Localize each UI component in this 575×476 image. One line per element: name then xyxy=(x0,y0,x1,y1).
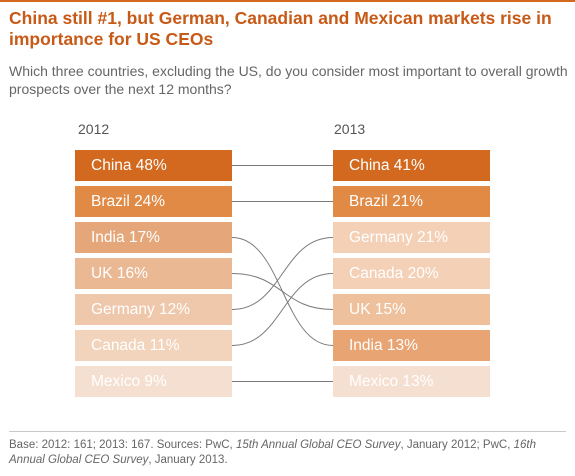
footer-divider xyxy=(9,431,566,432)
rank-block-2012-brazil: Brazil 24% xyxy=(75,186,232,217)
rank-label: Germany 12% xyxy=(91,301,191,318)
rank-block-2013-germany: Germany 21% xyxy=(333,222,490,253)
connector-germany xyxy=(231,237,334,310)
rank-label: Canada 11% xyxy=(91,337,180,354)
rank-label: Brazil 24% xyxy=(91,193,166,210)
rank-block-2012-india: India 17% xyxy=(75,222,232,253)
footer-suffix: , January 2013. xyxy=(148,454,228,466)
rank-label: Brazil 21% xyxy=(349,193,424,210)
year-label-2013: 2013 xyxy=(334,121,366,137)
footer-note: Base: 2012: 161; 2013: 167. Sources: PwC… xyxy=(9,438,571,468)
rank-label: India 13% xyxy=(349,337,418,354)
chart-title: China still #1, but German, Canadian and… xyxy=(9,8,552,49)
rank-block-2013-canada: Canada 20% xyxy=(333,258,490,289)
connector-uk xyxy=(231,273,334,310)
rank-label: India 17% xyxy=(91,229,160,246)
top-rule xyxy=(0,0,575,2)
rank-block-2013-uk: UK 15% xyxy=(333,294,490,325)
footer-prefix: Base: 2012: 161; 2013: 167. Sources: PwC… xyxy=(9,439,236,451)
rank-block-2012-germany: Germany 12% xyxy=(75,294,232,325)
rank-label: Mexico 13% xyxy=(349,373,434,390)
rank-block-2012-uk: UK 16% xyxy=(75,258,232,289)
rank-block-2013-brazil: Brazil 21% xyxy=(333,186,490,217)
rank-block-2013-india: India 13% xyxy=(333,330,490,361)
footer-source-2012: 15th Annual Global CEO Survey xyxy=(235,439,401,451)
rank-label: Mexico 9% xyxy=(91,373,167,390)
rank-label: China 48% xyxy=(91,157,167,174)
rank-block-2012-china: China 48% xyxy=(75,150,232,181)
rank-block-2013-china: China 41% xyxy=(333,150,490,181)
rank-label: UK 16% xyxy=(91,265,148,282)
rank-label: UK 15% xyxy=(349,301,406,318)
footer-source-2013: 16th Annual Global CEO Survey xyxy=(9,439,536,466)
rank-block-2012-canada: Canada 11% xyxy=(75,330,232,361)
rank-label: Germany 21% xyxy=(349,229,449,246)
rank-label: China 41% xyxy=(349,157,425,174)
year-label-2012: 2012 xyxy=(78,121,110,137)
rank-block-2013-mexico: Mexico 13% xyxy=(333,366,490,397)
chart-subtitle: Which three countries, excluding the US,… xyxy=(9,63,568,97)
connector-canada xyxy=(231,273,334,346)
rank-block-2012-mexico: Mexico 9% xyxy=(75,366,232,397)
footer-middle: , January 2012; PwC, xyxy=(400,439,514,451)
rank-label: Canada 20% xyxy=(349,265,439,282)
